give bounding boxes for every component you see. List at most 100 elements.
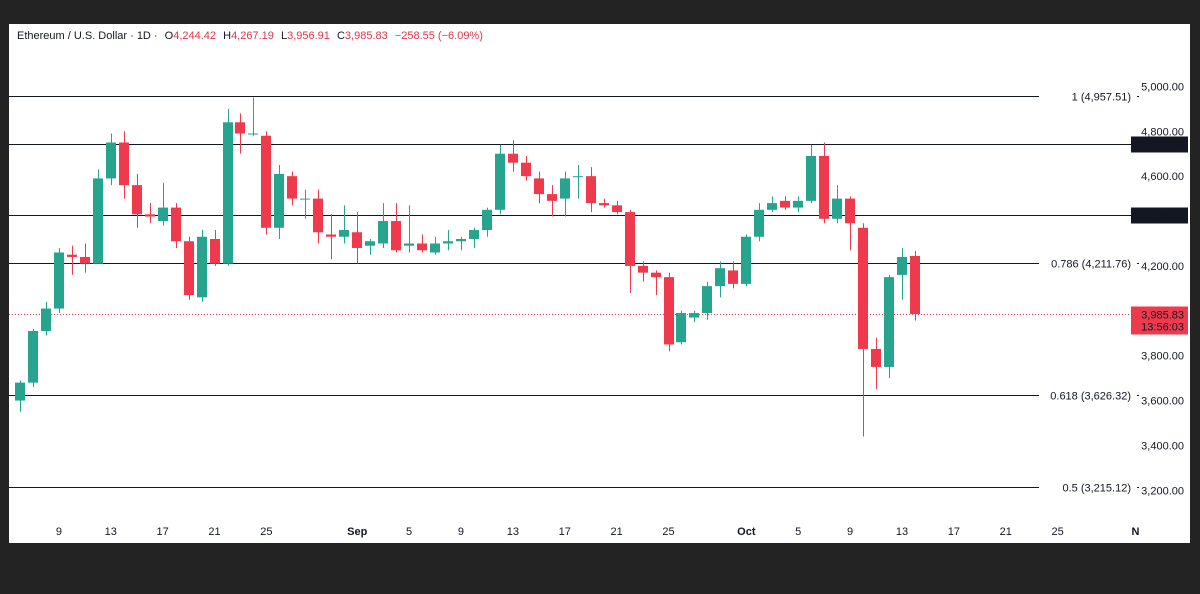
candle-body — [612, 205, 622, 213]
time-axis-label: 25 — [260, 526, 272, 538]
candle-body — [806, 155, 816, 201]
candle-body — [664, 277, 674, 345]
current-price-tag — [1131, 306, 1188, 335]
candle-body — [495, 153, 505, 210]
price-tick-label: 5,000.00 — [1141, 81, 1184, 93]
candle-body — [132, 185, 142, 215]
candle-body — [521, 162, 531, 177]
time-axis-label: 25 — [1051, 526, 1063, 538]
candle-body — [858, 227, 868, 349]
candle-body — [884, 277, 894, 367]
level-price-tag — [1131, 136, 1188, 153]
candle-body — [171, 207, 181, 242]
symbol-legend: Ethereum / U.S. Dollar · 1D · O4,244.42 … — [17, 30, 483, 42]
level-price-tag — [1131, 207, 1188, 224]
level-price-label: 4,426.27 — [1141, 211, 1184, 223]
time-axis-label: N — [1131, 526, 1139, 538]
price-tick-label: 3,600.00 — [1141, 396, 1184, 408]
time-axis-label: 21 — [1000, 526, 1012, 538]
time-axis-label: 13 — [507, 526, 519, 538]
time-axis-label: 17 — [559, 526, 571, 538]
candle-body — [430, 243, 440, 253]
time-axis-label: 21 — [208, 526, 220, 538]
high-value: 4,267.19 — [231, 30, 274, 42]
candle-body — [67, 254, 77, 257]
candle-body — [741, 236, 751, 284]
candle-body — [210, 238, 220, 264]
time-axis-label: Oct — [737, 526, 756, 538]
candlestick-chart[interactable]: 1 (4,957.51) 0.786 (4,211.76) 0.618 (3,626… — [9, 24, 1190, 543]
candle-body — [676, 313, 686, 343]
candle-body — [404, 243, 414, 246]
candle-body — [223, 122, 233, 264]
candle-body — [365, 241, 375, 246]
candle-body — [184, 241, 194, 296]
candle-body — [780, 200, 790, 208]
time-axis-label: 17 — [948, 526, 960, 538]
fib-level-label: 0.5 (3,215.12) — [1063, 483, 1132, 495]
chart-frame: Ethereum / U.S. Dollar · 1D · O4,244.42 … — [9, 24, 1190, 543]
price-tick-label: 3,800.00 — [1141, 351, 1184, 363]
price-tick-label: 4,800.00 — [1141, 126, 1184, 138]
candle-body — [767, 203, 777, 210]
candle-body — [573, 176, 583, 178]
time-axis-label: 5 — [795, 526, 801, 538]
candle-body — [93, 178, 103, 264]
price-tick-label: 4,600.00 — [1141, 171, 1184, 183]
candle-body — [845, 198, 855, 224]
candle-body — [287, 176, 297, 199]
fib-level-label: 0.786 (4,211.76) — [1051, 259, 1131, 271]
candle-body — [158, 207, 168, 222]
low-value: 3,956.91 — [287, 30, 330, 42]
candle-body — [197, 236, 207, 298]
candle-body — [261, 135, 271, 228]
open-value: 4,244.42 — [173, 30, 217, 42]
candle-body — [702, 286, 712, 314]
price-tick-label: 3,200.00 — [1141, 485, 1184, 497]
candle-body — [248, 133, 258, 135]
candle-body — [586, 176, 596, 204]
price-tick-label: 3,400.00 — [1141, 440, 1184, 452]
candle-body — [793, 200, 803, 208]
candle-body — [106, 142, 116, 179]
candle-body — [534, 178, 544, 195]
time-axis-label: 21 — [610, 526, 622, 538]
candle-body — [910, 255, 920, 314]
candle-body — [689, 313, 699, 318]
candle-body — [391, 221, 401, 251]
candle-body — [819, 155, 829, 219]
time-axis-label: Sep — [347, 526, 367, 538]
candle-body — [638, 265, 648, 273]
candle-body — [145, 214, 155, 217]
candle-body — [832, 198, 842, 219]
candle-body — [547, 194, 557, 201]
price-tick-label: 4,200.00 — [1141, 261, 1184, 273]
time-axis-label: 13 — [896, 526, 908, 538]
candle-body — [715, 268, 725, 287]
candle-body — [326, 234, 336, 237]
high-label: H — [223, 30, 232, 42]
candle-body — [15, 382, 25, 401]
bar-countdown-label: 13:56:03 — [1141, 322, 1184, 334]
candle-body — [300, 198, 310, 200]
time-axis-label: 25 — [662, 526, 674, 538]
close-value: 3,985.83 — [344, 30, 388, 42]
fib-level-label: 0.618 (3,626.32) — [1050, 391, 1131, 403]
fib-level-label: 1 (4,957.51) — [1072, 92, 1131, 104]
candle-body — [443, 241, 453, 244]
candle-body — [728, 270, 738, 284]
candle-body — [417, 243, 427, 251]
candle-body — [339, 230, 349, 237]
candle-body — [469, 230, 479, 239]
time-axis-label: 17 — [157, 526, 169, 538]
candle-body — [41, 308, 51, 332]
candle-body — [28, 331, 38, 383]
low-label: L — [280, 30, 288, 42]
change-value: −258.55 (−6.09%) — [394, 30, 483, 42]
candle-body — [482, 209, 492, 231]
close-label: C — [336, 30, 345, 42]
time-axis-label: 9 — [458, 526, 464, 538]
candle-body — [80, 256, 90, 264]
open-label: O — [164, 30, 174, 42]
candle-body — [119, 142, 129, 186]
